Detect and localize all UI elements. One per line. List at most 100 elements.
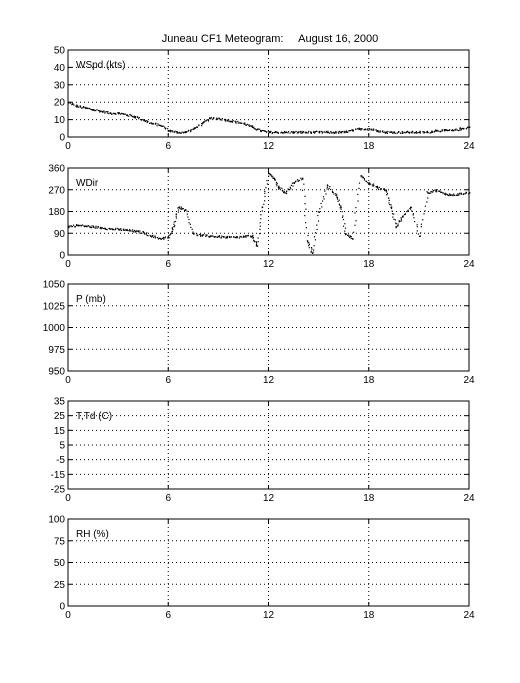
data-point <box>422 219 424 221</box>
data-point <box>295 130 297 133</box>
data-point <box>395 227 397 229</box>
data-point <box>313 132 316 134</box>
data-point <box>161 125 163 127</box>
data-point <box>424 210 426 212</box>
data-point <box>212 235 214 237</box>
data-point <box>342 225 345 227</box>
data-point <box>327 130 329 132</box>
data-point <box>318 211 320 213</box>
axes-box <box>67 283 470 372</box>
data-point <box>420 223 422 225</box>
data-point <box>377 131 379 133</box>
data-point <box>171 231 173 233</box>
data-point <box>229 236 231 239</box>
data-point <box>442 192 444 194</box>
data-point <box>336 198 339 200</box>
data-point <box>188 222 190 224</box>
data-point <box>252 236 254 239</box>
data-point <box>251 126 254 128</box>
data-point <box>332 191 334 194</box>
data-point <box>172 130 174 132</box>
data-point <box>68 102 70 104</box>
data-point <box>463 193 465 195</box>
data-point <box>434 189 436 191</box>
data-point <box>216 117 218 119</box>
x-tick-label: 24 <box>463 141 475 152</box>
data-point <box>345 131 347 133</box>
data-point <box>252 234 254 236</box>
data-point <box>171 227 173 229</box>
data-point <box>407 209 409 211</box>
data-point <box>234 120 236 122</box>
y-tick-label: 1050 <box>43 280 66 291</box>
data-point <box>143 232 145 234</box>
data-point <box>268 172 270 175</box>
data-point <box>272 176 274 178</box>
data-point <box>259 233 261 235</box>
data-point <box>237 120 239 122</box>
data-point <box>272 177 274 179</box>
y-tick-label: 30 <box>54 80 66 91</box>
data-point <box>211 235 213 237</box>
data-point <box>401 130 403 133</box>
data-point <box>301 131 304 134</box>
data-point <box>144 120 147 122</box>
data-point <box>173 223 175 225</box>
data-point <box>287 132 289 134</box>
data-point <box>259 225 261 227</box>
data-point <box>378 186 380 188</box>
data-point <box>179 131 181 133</box>
data-point <box>333 193 335 195</box>
data-point <box>290 188 292 190</box>
data-point <box>444 129 447 131</box>
data-point <box>248 124 250 126</box>
data-point <box>418 131 421 134</box>
data-point <box>363 179 366 181</box>
data-point <box>408 132 410 134</box>
data-point <box>168 130 170 132</box>
data-point <box>274 131 276 133</box>
data-point <box>317 220 320 222</box>
data-point <box>407 130 409 132</box>
data-point <box>204 120 206 122</box>
data-point <box>206 235 208 237</box>
data-point <box>266 180 268 182</box>
data-point <box>206 119 208 121</box>
data-point <box>83 226 86 228</box>
data-point <box>115 113 117 115</box>
data-point <box>173 226 175 228</box>
data-point <box>355 207 357 209</box>
data-point <box>291 182 293 184</box>
data-point <box>278 186 280 188</box>
data-point <box>404 213 406 215</box>
data-point <box>236 236 238 238</box>
data-point <box>412 213 414 215</box>
data-point <box>273 177 275 180</box>
data-point <box>422 131 424 133</box>
data-point <box>72 224 75 226</box>
data-point <box>118 228 120 231</box>
data-point <box>82 107 84 109</box>
data-point <box>205 234 207 236</box>
data-point <box>181 208 183 210</box>
data-point <box>416 224 418 226</box>
data-point <box>333 132 335 134</box>
data-point <box>402 131 404 134</box>
data-point <box>159 238 162 240</box>
data-point <box>347 234 349 237</box>
data-point <box>212 118 214 120</box>
data-point <box>167 130 169 132</box>
data-point <box>236 237 238 239</box>
axes-box <box>67 518 470 607</box>
data-point <box>276 185 278 187</box>
data-point <box>276 183 278 185</box>
data-point <box>334 131 336 134</box>
data-point <box>358 187 360 189</box>
data-point <box>345 130 348 132</box>
data-point <box>450 194 452 196</box>
data-point <box>459 192 461 194</box>
data-point <box>419 235 421 237</box>
data-point <box>435 130 437 132</box>
data-point <box>167 237 169 239</box>
data-point <box>146 232 148 234</box>
